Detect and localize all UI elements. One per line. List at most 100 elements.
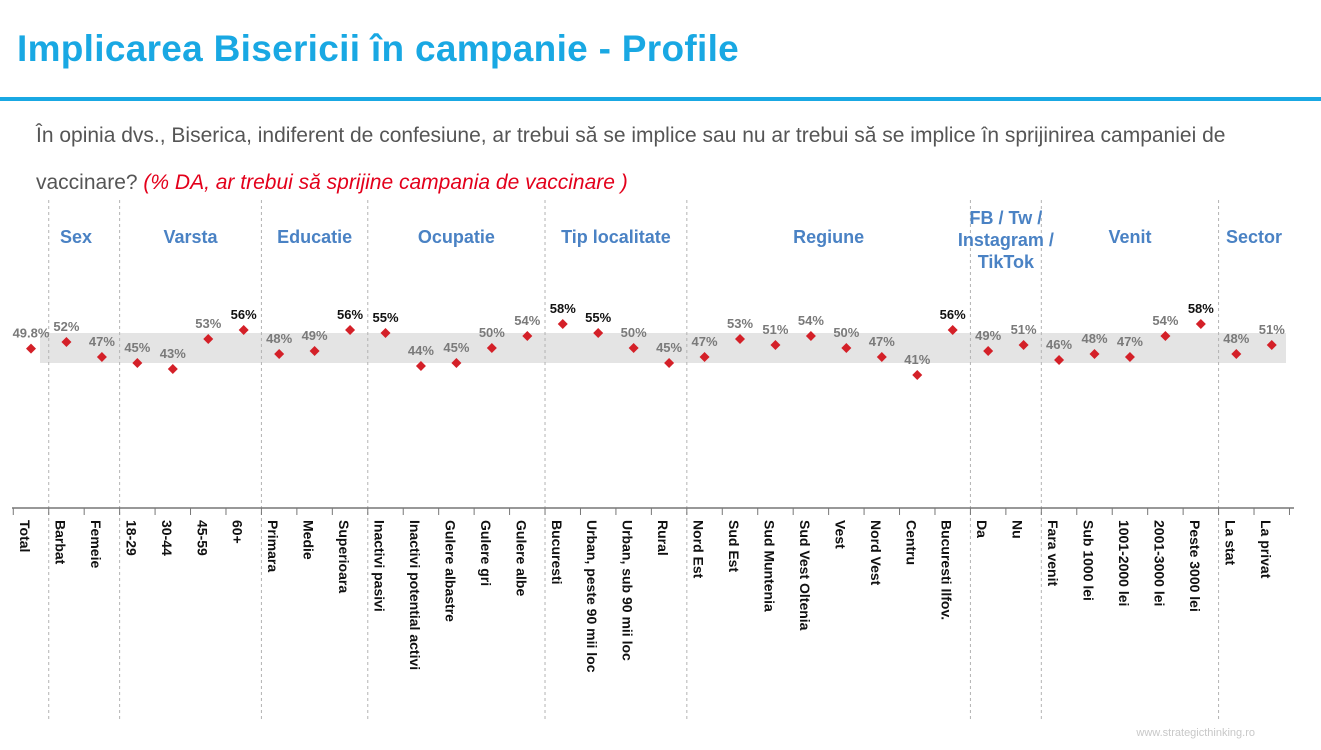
data-point: [664, 358, 675, 368]
data-point: [876, 352, 887, 362]
data-point: [983, 346, 994, 356]
data-point: [770, 340, 781, 350]
question-note: (% DA, ar trebui să sprijine campania de…: [143, 171, 628, 194]
category-label: Da: [974, 520, 990, 538]
data-point: [345, 325, 356, 335]
data-point: [1160, 331, 1171, 341]
category-label: Peste 3000 lei: [1187, 520, 1203, 612]
data-point: [486, 343, 497, 353]
data-point: [26, 343, 36, 354]
category-label: Gulere albe: [513, 520, 529, 596]
category-label: 60+: [230, 520, 246, 544]
data-label: 49%: [302, 328, 328, 343]
data-point: [167, 364, 178, 374]
group-label: FB / Tw / Instagram / TikTok: [958, 208, 1054, 272]
category-label: 18-29: [123, 520, 139, 556]
data-label: 48%: [1081, 331, 1107, 346]
data-point: [380, 328, 391, 338]
data-point: [274, 349, 285, 359]
data-label: 56%: [337, 307, 363, 322]
data-label: 45%: [656, 340, 682, 355]
category-label: 1001-2000 lei: [1116, 520, 1132, 606]
data-point: [238, 325, 249, 335]
group-label: Venit: [1108, 227, 1151, 247]
data-label: 47%: [1117, 334, 1143, 349]
data-label: 47%: [692, 334, 718, 349]
category-label: Inactivi pasivi: [372, 520, 388, 612]
data-label: 55%: [372, 310, 398, 325]
data-point: [415, 361, 426, 371]
data-label: 54%: [514, 313, 540, 328]
data-label: 58%: [550, 301, 576, 316]
data-label: 55%: [585, 310, 611, 325]
category-label: Nord Est: [691, 520, 707, 579]
data-point: [628, 343, 639, 353]
category-label: Total: [17, 520, 33, 552]
category-label: Gulere albastre: [442, 520, 458, 622]
category-label: Urban, peste 90 mii loc: [584, 520, 600, 673]
data-point: [735, 334, 745, 344]
category-label: Nu: [1010, 520, 1026, 539]
data-label: 41%: [904, 352, 930, 367]
data-label: 54%: [798, 313, 824, 328]
category-label: 2001-3000 lei: [1151, 520, 1167, 606]
data-point: [96, 352, 107, 362]
data-label: 45%: [443, 340, 469, 355]
data-label: 56%: [231, 307, 257, 322]
data-label: 50%: [621, 325, 647, 340]
data-label: 53%: [195, 316, 221, 331]
data-point: [1054, 355, 1065, 365]
category-label: Gulere gri: [478, 520, 494, 586]
group-label: Ocupatie: [418, 227, 495, 247]
category-label: Sub 1000 lei: [1081, 520, 1097, 601]
data-point: [593, 328, 604, 338]
data-point: [309, 346, 320, 356]
data-label: 50%: [479, 325, 505, 340]
data-label: 51%: [1259, 322, 1285, 337]
category-label: La stat: [1222, 520, 1238, 565]
question-main: În opinia dvs., Biserica, indiferent de …: [36, 124, 1226, 194]
data-point: [557, 319, 568, 329]
group-label: Varsta: [164, 227, 219, 247]
watermark: www.strategicthinking.ro: [1136, 727, 1255, 739]
data-label: 48%: [1223, 331, 1249, 346]
data-point: [947, 325, 958, 335]
category-label: Primara: [265, 520, 281, 572]
data-point: [1266, 340, 1277, 350]
category-label: Barbat: [52, 520, 68, 565]
category-label: Urban, sub 90 mii loc: [620, 520, 636, 661]
category-label: Vest: [832, 520, 848, 549]
data-label: 49.8%: [13, 326, 50, 341]
title-divider: [0, 97, 1321, 101]
category-label: Nord Vest: [868, 520, 884, 586]
page-title: Implicarea Bisericii în campanie - Profi…: [17, 28, 740, 69]
group-label: Sector: [1226, 227, 1282, 247]
category-label: Bucuresti: [549, 520, 565, 585]
category-label: Medie: [301, 520, 317, 560]
data-point: [451, 358, 462, 368]
data-label: 54%: [1152, 313, 1178, 328]
category-label: Bucuresti Ilfov.: [939, 520, 955, 620]
category-label: Femeie: [88, 520, 104, 568]
data-point: [841, 343, 852, 353]
data-point: [61, 337, 72, 347]
data-point: [1018, 340, 1029, 350]
category-label: Centru: [903, 520, 919, 565]
data-point: [132, 358, 143, 368]
data-label: 47%: [89, 334, 115, 349]
category-label: 30-44: [159, 520, 175, 556]
data-label: 53%: [727, 316, 753, 331]
group-label: Sex: [60, 227, 92, 247]
data-label: 49%: [975, 328, 1001, 343]
data-label: 48%: [266, 331, 292, 346]
category-label: Inactivi potential activi: [407, 520, 423, 670]
data-point: [912, 370, 923, 380]
group-label: Regiune: [793, 227, 864, 247]
data-point: [522, 331, 533, 341]
data-label: 50%: [833, 325, 859, 340]
category-label: Sud Est: [726, 520, 742, 572]
data-label: 47%: [869, 334, 895, 349]
category-label: Rural: [655, 520, 671, 556]
group-label: Educatie: [277, 227, 352, 247]
